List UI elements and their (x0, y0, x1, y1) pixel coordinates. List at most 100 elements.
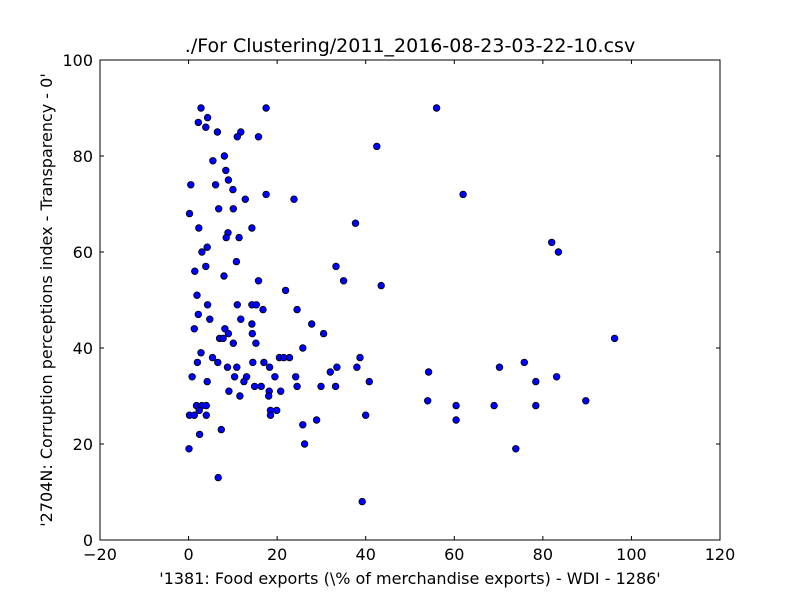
data-point (520, 358, 528, 367)
data-point (319, 329, 328, 338)
chart-title: ./For Clustering/2011_2016-08-23-03-22-1… (185, 35, 635, 57)
data-point (265, 392, 273, 400)
data-point (293, 382, 301, 391)
data-point (299, 421, 307, 429)
data-point (281, 286, 290, 295)
data-point (552, 373, 561, 381)
y-tick-label: 80 (73, 147, 93, 166)
data-point (259, 305, 267, 314)
data-point (262, 104, 270, 112)
data-point (193, 358, 202, 367)
data-point (203, 113, 212, 122)
data-point (188, 373, 196, 381)
data-point (225, 387, 233, 395)
data-point (206, 315, 214, 323)
data-point (194, 310, 202, 319)
data-point (214, 358, 222, 367)
data-point (241, 195, 249, 203)
data-point (202, 411, 210, 419)
data-point (220, 272, 228, 280)
data-point (193, 291, 201, 299)
data-point (554, 248, 563, 256)
data-point (236, 392, 244, 400)
data-point (432, 104, 441, 112)
x-tick-label: 40 (356, 545, 376, 564)
data-point (202, 401, 210, 410)
data-point (285, 353, 294, 362)
data-point (358, 497, 366, 506)
x-tick-label: 60 (444, 545, 464, 564)
data-point (222, 166, 230, 175)
data-point (377, 281, 385, 290)
data-point (273, 406, 281, 415)
y-tick-label: 40 (73, 339, 93, 358)
x-tick-label: 120 (705, 545, 736, 564)
data-point (220, 152, 229, 160)
data-point (292, 373, 300, 381)
data-point (240, 377, 248, 386)
data-point (185, 445, 193, 453)
data-point (249, 358, 257, 367)
data-point (373, 142, 381, 151)
data-point (339, 277, 348, 285)
data-point (260, 358, 268, 367)
data-point (248, 329, 256, 338)
data-point (353, 363, 361, 371)
data-point (250, 382, 259, 391)
x-tick-label: 20 (267, 545, 287, 564)
data-point (308, 320, 316, 328)
data-point (233, 301, 241, 309)
x-tick-label: 0 (183, 545, 193, 564)
x-tick-label: 100 (616, 545, 647, 564)
data-point (229, 185, 237, 194)
data-point (326, 368, 334, 376)
data-point (187, 181, 195, 189)
data-point (197, 349, 205, 357)
data-point (290, 195, 298, 203)
data-point (209, 157, 217, 165)
data-point (229, 205, 237, 213)
data-point (365, 377, 373, 386)
data-point (232, 257, 241, 266)
data-point (197, 104, 205, 112)
y-tick-label: 20 (73, 435, 93, 454)
data-point (254, 277, 263, 285)
data-point (194, 118, 202, 127)
data-point (248, 320, 256, 328)
data-point (332, 262, 340, 271)
data-point (495, 363, 504, 371)
data-point (351, 219, 360, 227)
data-point (266, 411, 275, 419)
data-point (424, 368, 433, 376)
plot-frame (99, 59, 721, 541)
data-point (222, 233, 230, 242)
data-point (195, 224, 203, 232)
data-point (490, 401, 498, 410)
data-point (224, 329, 233, 338)
data-point (254, 133, 263, 141)
data-point (203, 243, 211, 251)
x-tick-label: 80 (533, 545, 553, 564)
data-point (248, 224, 256, 232)
data-point (237, 315, 245, 323)
y-axis-title: '2704N: Corruption perceptions index - T… (37, 73, 56, 526)
data-point (362, 411, 370, 419)
data-point (224, 176, 233, 184)
data-point (262, 190, 270, 199)
data-point (317, 382, 325, 391)
data-point (190, 411, 198, 419)
data-point (532, 377, 540, 386)
data-point (293, 305, 301, 314)
data-point (582, 397, 590, 405)
data-point (185, 209, 194, 218)
data-point (252, 339, 260, 347)
data-point (512, 445, 520, 453)
data-point (195, 430, 204, 439)
x-tick-label: −20 (83, 545, 117, 564)
data-point (277, 387, 285, 395)
data-point (257, 382, 265, 391)
data-point (452, 416, 460, 424)
data-point (424, 397, 432, 405)
x-axis-title: '1381: Food exports (\% of merchandise e… (159, 569, 660, 588)
